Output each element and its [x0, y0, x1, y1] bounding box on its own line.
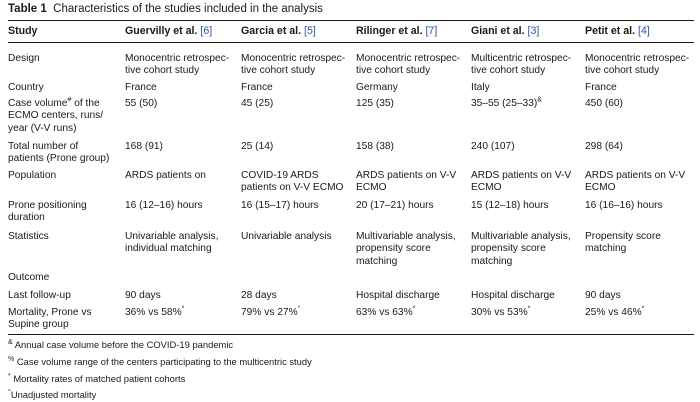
- table-cell: Monocentric retrospec-tive cohort study: [125, 53, 230, 77]
- table-cell: 168 (91): [125, 141, 163, 152]
- table-cell: 90 days: [585, 290, 621, 301]
- table-cell: 30% vs 53%*: [471, 305, 531, 318]
- header-study: Study: [8, 25, 38, 37]
- table-cell: ARDS patients on V-V ECMO: [585, 170, 686, 194]
- table-cell: France: [241, 82, 273, 93]
- header-garcia: Garcia et al. [5]: [241, 25, 316, 37]
- table-cell: 450 (60): [585, 98, 623, 109]
- footnote: * Mortality rates of matched patient coh…: [8, 372, 186, 384]
- row-label-followup: Last follow-up: [8, 290, 71, 301]
- table-cell: Italy: [471, 82, 490, 93]
- footnote: & Annual case volume before the COVID-19…: [8, 338, 234, 350]
- table-cell: Monocentric retrospec-tive cohort study: [585, 53, 690, 77]
- table-cell: France: [125, 82, 157, 93]
- table-cell: Hospital discharge: [356, 290, 440, 301]
- table-cell: Hospital discharge: [471, 290, 555, 301]
- citation-link[interactable]: [5]: [304, 25, 316, 37]
- table-cell: Univariable analysis: [241, 231, 332, 242]
- table-caption: Table 1 Characteristics of the studies i…: [8, 3, 323, 15]
- table-cell: Monocentric retrospec-tive cohort study: [241, 53, 346, 77]
- table-title: Characteristics of the studies included …: [53, 3, 323, 15]
- row-label-country: Country: [8, 82, 44, 93]
- row-label-case-volume: Case volume# of the ECMO centers, runs/ye…: [8, 96, 104, 134]
- table-cell: 158 (38): [356, 141, 394, 152]
- top-rule: [8, 20, 694, 21]
- citation-link[interactable]: [7]: [425, 25, 438, 37]
- table-cell: 16 (12–16) hours: [125, 200, 203, 211]
- table-label: Table 1: [8, 3, 47, 15]
- row-label-population: Population: [8, 170, 57, 181]
- table-cell: 16 (16–16) hours: [585, 200, 663, 211]
- header-rilinger: Rilinger et al. [7]: [356, 25, 438, 37]
- table-cell: 20 (17–21) hours: [356, 200, 434, 211]
- header-giani: Giani et al. [3]: [471, 25, 540, 37]
- footnote: °Unadjusted mortality: [8, 388, 97, 400]
- row-label-outcome: Outcome: [8, 272, 50, 283]
- table-cell: Univariable analysis, individual matching: [125, 231, 219, 255]
- table-cell: ARDS patients on V-V ECMO: [471, 170, 572, 194]
- table-cell: 36% vs 58%*: [125, 305, 185, 318]
- table-cell: 45 (25): [241, 98, 274, 109]
- table-cell: Multicentric retrospec-tive cohort study: [471, 53, 572, 77]
- table-cell: 25% vs 46%*: [585, 305, 645, 318]
- row-label-duration: Prone positioning duration: [8, 200, 87, 224]
- row-label-mortality: Mortality, Prone vs Supine group: [8, 307, 92, 331]
- table-cell: France: [585, 82, 617, 93]
- table-cell: Monocentric retrospec-tive cohort study: [356, 53, 461, 77]
- table-cell: Propensity score matching: [585, 231, 661, 255]
- header-petit: Petit et al. [4]: [585, 25, 650, 37]
- footnote: % Case volume range of the centers parti…: [8, 355, 312, 367]
- table-cell: COVID-19 ARDS patients on V-V ECMO: [241, 170, 344, 194]
- header-guervilly: Guervilly et al. [6]: [125, 25, 213, 37]
- table-cell: 125 (35): [356, 98, 394, 109]
- table-cell: 28 days: [241, 290, 277, 301]
- table-cell: 63% vs 63%*: [356, 305, 416, 318]
- table-cell: 240 (107): [471, 141, 515, 152]
- table-cell: 298 (64): [585, 141, 623, 152]
- table-cell: 90 days: [125, 290, 161, 301]
- table-cell: 35–55 (25–33)&: [471, 96, 542, 109]
- citation-link[interactable]: [6]: [200, 25, 213, 37]
- table-cell: ARDS patients on V-V ECMO: [356, 170, 457, 194]
- citation-link[interactable]: [4]: [638, 25, 650, 37]
- table-cell: 16 (15–17) hours: [241, 200, 319, 211]
- row-label-total: Total number of patients (Prone group): [8, 141, 110, 165]
- table-cell: Multivariable analysis, propensity score m…: [471, 231, 571, 267]
- table-cell: ARDS patients on: [125, 170, 206, 181]
- table-cell: Multivariable analysis, propensity score m…: [356, 231, 456, 267]
- table-cell: Germany: [356, 82, 398, 93]
- row-label-statistics: Statistics: [8, 231, 49, 242]
- table-cell: 25 (14): [241, 141, 274, 152]
- table-cell: 55 (50): [125, 98, 158, 109]
- header-rule: [8, 42, 694, 43]
- table-cell: 79% vs 27%°: [241, 305, 301, 318]
- row-label-design: Design: [8, 53, 40, 64]
- bottom-rule: [8, 334, 694, 335]
- citation-link[interactable]: [3]: [527, 25, 540, 37]
- table-cell: 15 (12–18) hours: [471, 200, 549, 211]
